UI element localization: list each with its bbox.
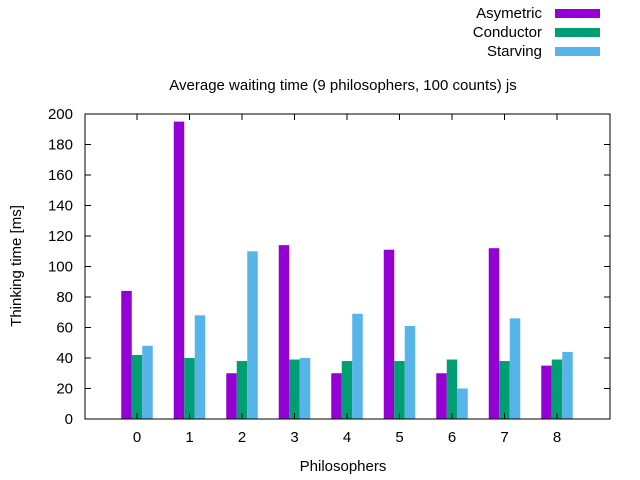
bar-asymetric-1 — [173, 121, 185, 419]
x-tick-label: 3 — [290, 429, 298, 446]
y-tick-label: 40 — [56, 350, 73, 367]
bars-group — [121, 121, 573, 419]
bar-conductor-4 — [341, 361, 353, 419]
bar-conductor-0 — [131, 354, 143, 419]
x-tick-label: 0 — [133, 429, 141, 446]
x-tick-label: 1 — [185, 429, 193, 446]
y-tick-label: 180 — [48, 137, 73, 154]
x-axis-label: Philosophers — [300, 458, 387, 475]
y-tick-label: 80 — [56, 289, 73, 306]
legend-swatch-asymetric — [555, 9, 600, 18]
bar-starving-5 — [404, 325, 416, 419]
bar-starving-6 — [457, 388, 468, 419]
bar-starving-1 — [194, 315, 206, 419]
bar-asymetric-7 — [488, 248, 500, 419]
legend-label-starving: Starving — [487, 43, 542, 60]
bar-conductor-2 — [236, 361, 248, 419]
bar-conductor-1 — [184, 358, 195, 419]
x-tick-label: 5 — [395, 429, 403, 446]
bar-asymetric-8 — [541, 365, 552, 419]
bar-conductor-3 — [289, 359, 300, 419]
y-tick-label: 0 — [65, 411, 73, 428]
legend-swatch-conductor — [555, 28, 600, 37]
y-tick-label: 100 — [48, 259, 73, 276]
bar-asymetric-6 — [436, 373, 447, 419]
bar-conductor-8 — [551, 359, 563, 419]
bar-asymetric-0 — [121, 290, 132, 419]
x-axis: 0 1 2 3 4 5 6 7 8 — [133, 114, 561, 446]
legend-swatch-starving — [555, 47, 600, 56]
x-tick-label: 4 — [343, 429, 351, 446]
x-tick-label: 7 — [500, 429, 508, 446]
y-axis-label: Thinking time [ms] — [8, 205, 25, 327]
legend: Asymetric Conductor Starving — [473, 5, 600, 60]
y-tick-label: 60 — [56, 320, 73, 337]
bar-starving-8 — [562, 351, 573, 419]
bar-starving-0 — [142, 345, 153, 419]
y-tick-label: 20 — [56, 381, 73, 398]
y-tick-label: 140 — [48, 198, 73, 215]
y-axis: 0 20 40 60 80 100 120 140 160 180 200 — [48, 106, 610, 428]
bar-conductor-6 — [446, 359, 458, 419]
bar-starving-4 — [352, 313, 363, 419]
legend-label-asymetric: Asymetric — [476, 5, 542, 22]
x-tick-label: 8 — [553, 429, 561, 446]
bar-conductor-7 — [499, 361, 510, 419]
bar-asymetric-3 — [278, 245, 290, 419]
bar-asymetric-2 — [226, 373, 237, 419]
x-tick-label: 2 — [238, 429, 246, 446]
bar-asymetric-4 — [331, 373, 342, 419]
bar-starving-7 — [509, 318, 521, 419]
legend-label-conductor: Conductor — [473, 24, 542, 41]
y-tick-label: 160 — [48, 167, 73, 184]
bar-conductor-5 — [394, 361, 405, 419]
y-tick-label: 120 — [48, 228, 73, 245]
y-tick-label: 200 — [48, 106, 73, 123]
x-tick-label: 6 — [448, 429, 456, 446]
bar-asymetric-5 — [383, 249, 395, 419]
bar-starving-2 — [247, 251, 258, 419]
bar-starving-3 — [299, 358, 311, 419]
chart-title: Average waiting time (9 philosophers, 10… — [169, 77, 516, 94]
